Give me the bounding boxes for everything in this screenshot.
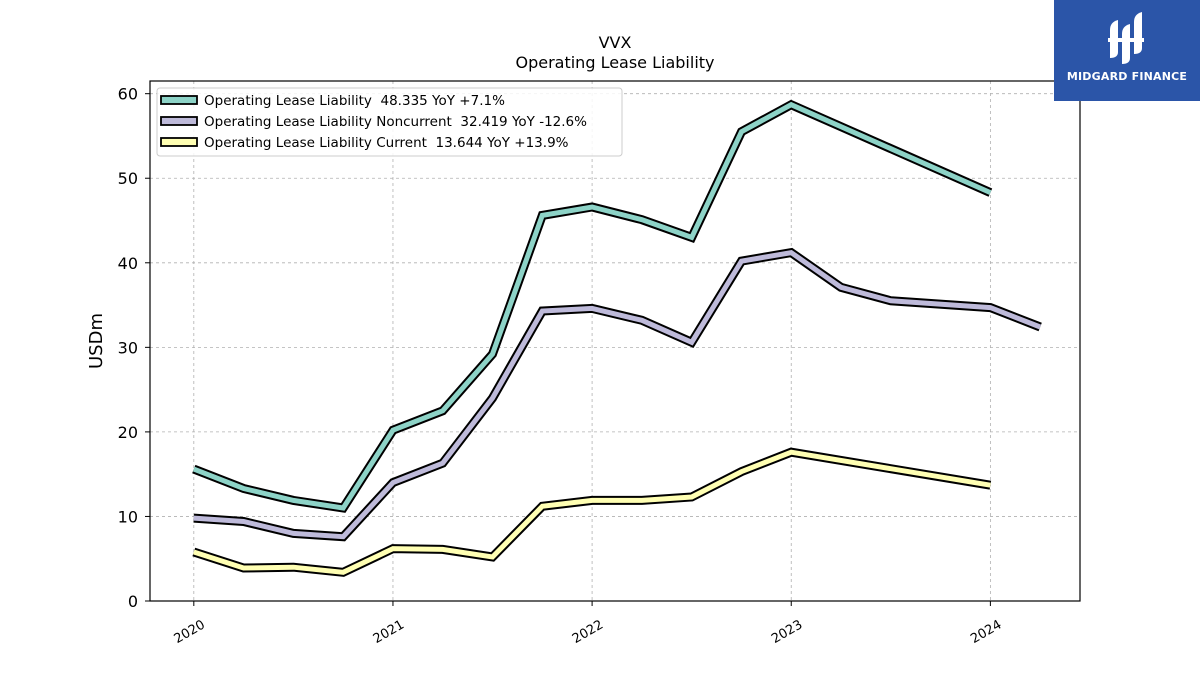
- legend-label: Operating Lease Liability Current 13.644…: [204, 135, 569, 151]
- legend-swatch: [160, 116, 198, 126]
- legend-box: [156, 87, 623, 157]
- chart-subtitle: Operating Lease Liability: [515, 53, 714, 72]
- legend: Operating Lease Liability 48.335 YoY +7.…: [156, 87, 623, 157]
- y-tick-label: 10: [118, 507, 138, 526]
- y-tick-label: 20: [118, 423, 138, 442]
- x-tick-label: 2021: [371, 617, 407, 647]
- series-line: [192, 101, 992, 511]
- series-line-outline: [193, 247, 1042, 542]
- x-tick-label: 2024: [968, 617, 1004, 647]
- y-tick-label: 40: [118, 254, 138, 273]
- y-axis-label: USDm: [86, 313, 107, 369]
- logo-mark-icon: [1108, 12, 1144, 64]
- legend-swatch: [160, 137, 198, 147]
- x-tick-label: 2020: [172, 617, 208, 647]
- chart-title: VVX: [599, 33, 632, 52]
- series-line: [193, 449, 991, 575]
- grid: [150, 81, 1080, 602]
- axes: 0 10 20 30 40 50 60 2020 2021 2022 2023 2024: [118, 85, 1005, 647]
- legend-label: Operating Lease Liability 48.335 YoY +7.…: [204, 93, 505, 109]
- y-tick-label: 50: [118, 169, 138, 188]
- y-tick-label: 60: [118, 85, 138, 104]
- series-line-outline: [192, 447, 992, 577]
- x-tick-label: 2022: [570, 617, 606, 647]
- y-tick-label: 0: [128, 592, 138, 611]
- legend-swatch: [160, 95, 198, 105]
- series-layer: [192, 99, 1042, 577]
- plot-frame: [149, 80, 1081, 602]
- logo-text: MIDGARD FINANCE: [1066, 70, 1188, 83]
- y-tick-label: 30: [118, 338, 138, 357]
- series-line: [193, 249, 1042, 540]
- x-tick-label: 2023: [769, 617, 805, 647]
- legend-label: Operating Lease Liability Noncurrent 32.…: [204, 114, 587, 130]
- brand-logo: MIDGARD FINANCE: [1054, 0, 1200, 101]
